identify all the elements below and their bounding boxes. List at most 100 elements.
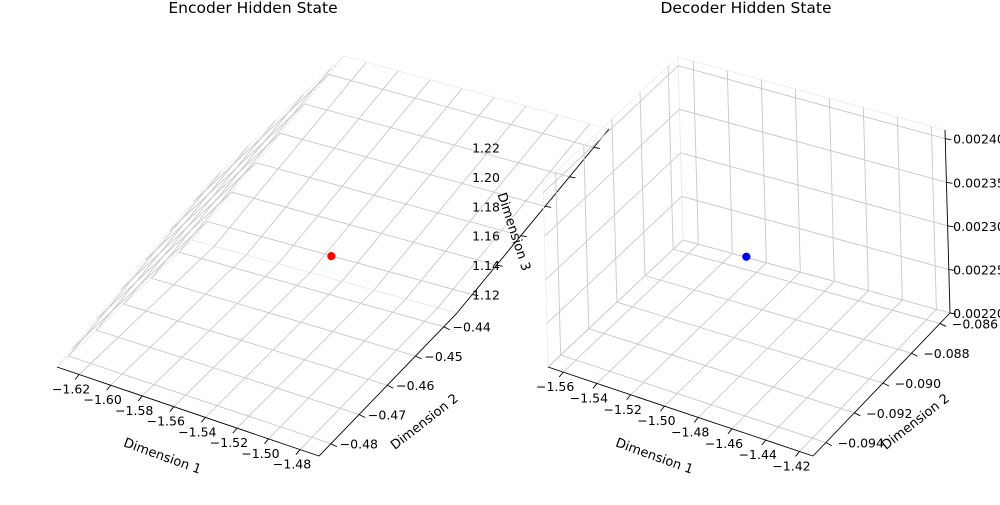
encoder-z-tick-label: 1.12 xyxy=(472,288,500,303)
encoder-z-tick-mark xyxy=(593,146,600,149)
encoder-title: Encoder Hidden State xyxy=(168,0,337,17)
encoder-y-tick-label: −0.48 xyxy=(340,437,378,452)
decoder-x-tick-label: −1.54 xyxy=(570,390,608,405)
encoder-y-tick-label: −0.46 xyxy=(396,378,434,393)
encoder-x-gridline xyxy=(141,79,431,397)
encoder-x-tick-mark xyxy=(295,449,301,455)
decoder-y-axis-line xyxy=(812,312,951,457)
decoder-z-tick-label: 0.00225 xyxy=(953,262,1000,277)
encoder-y-gridline xyxy=(178,67,444,328)
encoder-x-tick-label: −1.52 xyxy=(210,435,248,450)
decoder-x-gridline xyxy=(596,70,733,384)
encoder-x-tick-label: −1.60 xyxy=(84,392,122,407)
decoder-z-gridline xyxy=(542,65,946,194)
encoder-z-gridline xyxy=(169,103,570,232)
encoder-z-gridline xyxy=(96,191,497,320)
decoder-z-tick-label: 0.00220 xyxy=(953,306,1000,321)
decoder-y-tick-mark xyxy=(825,442,833,446)
encoder-z-tick-label: 1.16 xyxy=(472,229,500,244)
decoder-z-gridline xyxy=(546,195,949,324)
encoder-y-tick-mark xyxy=(330,443,338,448)
encoder-z-tick-label: 1.14 xyxy=(472,258,500,273)
encoder-floor-pane xyxy=(56,239,458,457)
encoder-data-point xyxy=(327,252,336,261)
decoder-z-tick-label: 0.00240 xyxy=(953,132,1000,147)
encoder-x-tick-mark xyxy=(74,374,80,380)
decoder-x-tick-label: −1.48 xyxy=(671,424,709,439)
encoder-x-tick-mark xyxy=(201,417,206,423)
encoder-z-tick-mark xyxy=(496,264,503,267)
decoder-x-tick-label: −1.42 xyxy=(772,458,810,473)
decoder-floor-pane xyxy=(547,239,951,457)
encoder-x-gridline xyxy=(268,114,559,440)
decoder-z-gridline xyxy=(544,108,947,237)
decoder-x-tick-mark xyxy=(727,428,733,435)
decoder-x-gridline xyxy=(562,61,699,373)
encoder-z-tick-mark xyxy=(545,205,552,208)
encoder-y-tick-mark xyxy=(358,414,366,418)
encoder-x-gridline xyxy=(299,123,591,450)
encoder-z-gridline xyxy=(193,73,594,202)
decoder-subplot: Decoder Hidden State −1.56−1.54−1.52−1.5… xyxy=(536,0,1000,478)
encoder-z-gridline xyxy=(120,162,521,291)
encoder-y-gridline xyxy=(95,145,360,415)
encoder-y-tick-label: −0.47 xyxy=(368,407,406,422)
decoder-x-tick-label: −1.46 xyxy=(705,436,743,451)
encoder-z-axis-line xyxy=(456,128,610,314)
encoder-x-tick-mark xyxy=(264,438,269,445)
decoder-title: Decoder Hidden State xyxy=(660,0,831,17)
decoder-y-tick-mark xyxy=(854,412,861,417)
encoder-x-tick-label: −1.54 xyxy=(178,424,216,439)
decoder-data-point xyxy=(742,252,751,261)
decoder-z-tick-label: 0.00230 xyxy=(953,219,1000,234)
encoder-y-tick-mark xyxy=(415,355,422,360)
encoder-subplot: Encoder Hidden State −1.62−1.60−1.58−1.5… xyxy=(52,0,610,478)
encoder-y-tick-label: −0.44 xyxy=(453,320,491,335)
encoder-z-gridline xyxy=(144,132,546,261)
decoder-y-axis-label: Dimension 2 xyxy=(879,391,952,453)
encoder-x-gridline xyxy=(173,88,463,407)
encoder-y-tick-mark xyxy=(443,326,450,331)
encoder-x-gridline xyxy=(236,105,527,429)
decoder-y-tick-mark xyxy=(911,352,918,357)
decoder-x-tick-label: −1.44 xyxy=(739,447,777,462)
decoder-y-tick-mark xyxy=(882,382,890,387)
decoder-y-gridline xyxy=(611,119,884,384)
encoder-z-tick-mark xyxy=(472,294,479,297)
decoder-y-tick-label: −0.088 xyxy=(923,346,969,361)
decoder-z-tick-label: 0.00235 xyxy=(953,175,1000,190)
decoder-x-axis-line xyxy=(547,366,814,457)
encoder-x-tick-label: −1.48 xyxy=(273,457,311,472)
decoder-x-axis-label: Dimension 1 xyxy=(613,436,695,478)
decoder-y-gridline xyxy=(639,92,912,354)
encoder-y-gridline xyxy=(67,171,331,445)
decoder-x-tick-mark xyxy=(626,394,632,401)
encoder-x-axis-label: Dimension 1 xyxy=(121,436,203,478)
encoder-z-tick-label: 1.18 xyxy=(472,199,500,214)
decoder-z-axis-line xyxy=(944,129,951,314)
decoder-x-tick-mark xyxy=(592,383,598,389)
encoder-x-tick-mark xyxy=(232,427,238,434)
encoder-y-tick-label: −0.45 xyxy=(424,349,462,364)
decoder-back-pane xyxy=(677,56,951,314)
encoder-z-tick-label: 1.22 xyxy=(472,140,500,155)
encoder-y-axis-line xyxy=(318,312,458,457)
decoder-y-tick-label: −0.092 xyxy=(866,406,912,421)
decoder-y-tick-label: −0.086 xyxy=(952,316,998,331)
encoder-z-tick-mark xyxy=(520,235,527,238)
decoder-z-tick-mark xyxy=(947,225,954,228)
decoder-x-tick-label: −1.50 xyxy=(637,413,675,428)
encoder-x-axis-line xyxy=(56,366,320,457)
decoder-y-tick-label: −0.090 xyxy=(895,376,941,391)
decoder-x-tick-mark xyxy=(795,451,800,457)
encoder-z-tick-label: 1.20 xyxy=(472,170,500,185)
decoder-z-gridline xyxy=(545,152,948,281)
decoder-x-tick-mark xyxy=(558,371,564,378)
decoder-y-tick-mark xyxy=(939,323,947,327)
decoder-z-tick-mark xyxy=(945,138,952,141)
decoder-z-tick-mark xyxy=(949,312,957,315)
encoder-x-gridline xyxy=(110,70,399,386)
decoder-x-tick-label: −1.52 xyxy=(604,402,642,417)
